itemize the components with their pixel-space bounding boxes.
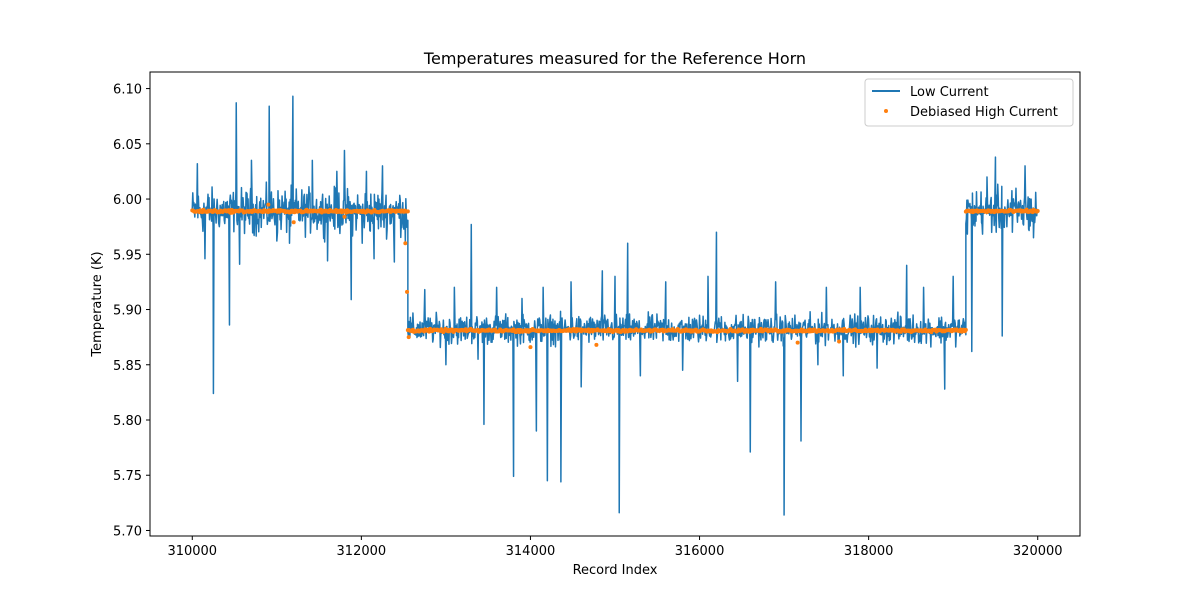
debiased-high-current-series (190, 202, 1040, 350)
y-axis: 5.70 5.75 5.80 5.85 5.90 5.95 6.00 6.05 6.10 (113, 83, 150, 539)
legend-dot-swatch (884, 109, 888, 113)
y-tick-label: 6.00 (113, 193, 142, 208)
x-axis: 310000 312000 314000 316000 318000 320000 (167, 536, 1063, 559)
y-tick-label: 5.70 (113, 524, 142, 539)
high-current-point (406, 335, 411, 340)
high-current-point (405, 209, 410, 214)
low-current-line (191, 95, 1039, 516)
high-current-point (795, 340, 800, 345)
plot-area (149, 71, 1081, 537)
x-tick-label: 314000 (506, 544, 556, 559)
x-tick-label: 310000 (167, 544, 217, 559)
high-current-point (963, 327, 968, 332)
high-current-point (291, 220, 296, 225)
x-tick-label: 318000 (844, 544, 894, 559)
y-tick-label: 5.80 (113, 414, 142, 429)
y-tick-label: 6.10 (113, 83, 142, 98)
x-tick-label: 316000 (675, 544, 725, 559)
y-tick-label: 5.95 (113, 248, 142, 263)
low-current-series (191, 95, 1039, 516)
plot-frame (149, 71, 1081, 537)
x-axis-label: Record Index (573, 563, 658, 578)
high-current-point (837, 339, 842, 344)
high-current-point (403, 241, 408, 246)
y-tick-label: 5.85 (113, 359, 142, 374)
legend-box (864, 78, 1074, 127)
legend-label-debiased-high-current: Debiased High Current (910, 105, 1058, 120)
legend-label-low-current: Low Current (910, 85, 989, 100)
y-tick-label: 5.75 (113, 469, 142, 484)
y-axis-label: Temperature (K) (90, 251, 105, 357)
high-current-point (342, 214, 347, 219)
y-tick-label: 6.05 (113, 138, 142, 153)
high-current-point (1035, 208, 1040, 213)
high-current-point (528, 345, 533, 350)
legend: Low Current Debiased High Current (864, 78, 1074, 127)
high-current-point (405, 289, 410, 294)
y-tick-label: 5.90 (113, 304, 142, 319)
high-current-point (266, 202, 271, 207)
high-current-point (594, 342, 599, 347)
x-tick-label: 320000 (1013, 544, 1063, 559)
x-tick-label: 312000 (337, 544, 387, 559)
chart-title: Temperatures measured for the Reference … (423, 49, 806, 68)
